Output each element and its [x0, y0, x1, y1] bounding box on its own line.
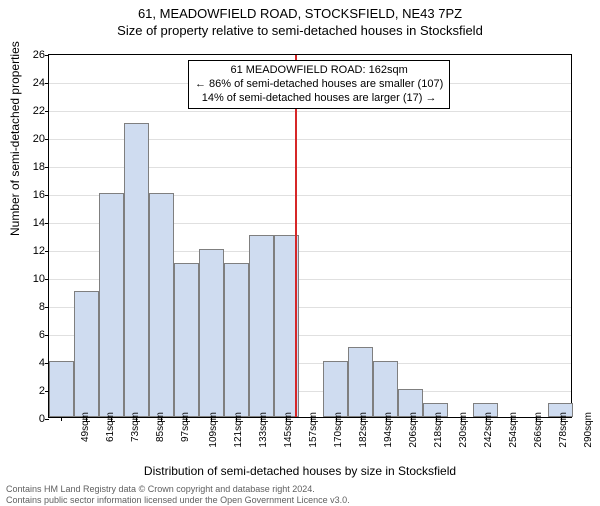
x-tick-mark [161, 417, 162, 421]
histogram-bar [74, 291, 99, 417]
y-tick-label: 20 [25, 133, 45, 145]
y-tick-mark [45, 167, 49, 168]
annotation-line2: ← 86% of semi-detached houses are smalle… [195, 78, 443, 92]
y-tick-label: 4 [25, 357, 45, 369]
x-tick-mark [561, 417, 562, 421]
annotation-box: 61 MEADOWFIELD ROAD: 162sqm ← 86% of sem… [188, 60, 450, 109]
x-tick-label: 206sqm [408, 412, 419, 448]
chart-title-line2: Size of property relative to semi-detach… [0, 23, 600, 38]
y-tick-mark [45, 55, 49, 56]
x-tick-label: 266sqm [532, 412, 543, 448]
x-tick-mark [86, 417, 87, 421]
x-tick-mark [136, 417, 137, 421]
x-tick-label: 218sqm [433, 412, 444, 448]
x-tick-mark [311, 417, 312, 421]
y-axis-label: Number of semi-detached properties [8, 41, 22, 236]
annotation-line1: 61 MEADOWFIELD ROAD: 162sqm [195, 64, 443, 78]
x-tick-label: 290sqm [582, 412, 593, 448]
gridline-h [49, 111, 571, 112]
x-tick-label: 242sqm [482, 412, 493, 448]
x-axis-label: Distribution of semi-detached houses by … [0, 464, 600, 478]
y-tick-mark [45, 139, 49, 140]
x-tick-mark [361, 417, 362, 421]
x-tick-mark [411, 417, 412, 421]
x-tick-mark [236, 417, 237, 421]
y-tick-mark [45, 111, 49, 112]
reference-line [295, 55, 297, 417]
histogram-bar [323, 361, 348, 417]
histogram-bar [124, 123, 149, 417]
x-tick-mark [186, 417, 187, 421]
x-tick-label: 254sqm [507, 412, 518, 448]
y-tick-mark [45, 307, 49, 308]
histogram-bar [99, 193, 124, 417]
y-tick-label: 18 [25, 161, 45, 173]
y-tick-label: 14 [25, 217, 45, 229]
histogram-bar [199, 249, 224, 417]
x-tick-mark [61, 417, 62, 421]
x-tick-mark [286, 417, 287, 421]
x-tick-mark [386, 417, 387, 421]
x-tick-mark [436, 417, 437, 421]
chart-area: 0246810121416182022242649sqm61sqm73sqm85… [48, 54, 572, 418]
y-tick-mark [45, 335, 49, 336]
x-tick-mark [336, 417, 337, 421]
y-tick-mark [45, 223, 49, 224]
footer-line2: Contains public sector information licen… [6, 495, 350, 505]
x-tick-label: 121sqm [233, 412, 244, 448]
histogram-bar [49, 361, 74, 417]
x-tick-mark [111, 417, 112, 421]
x-tick-label: 109sqm [208, 412, 219, 448]
y-tick-label: 16 [25, 189, 45, 201]
histogram-bar [174, 263, 199, 417]
y-tick-label: 8 [25, 301, 45, 313]
y-tick-label: 10 [25, 273, 45, 285]
y-tick-mark [45, 83, 49, 84]
x-tick-label: 170sqm [333, 412, 344, 448]
x-tick-label: 278sqm [557, 412, 568, 448]
y-tick-label: 24 [25, 77, 45, 89]
x-tick-mark [536, 417, 537, 421]
x-tick-label: 182sqm [358, 412, 369, 448]
y-tick-label: 0 [25, 413, 45, 425]
y-tick-mark [45, 251, 49, 252]
histogram-bar [249, 235, 274, 417]
y-tick-label: 12 [25, 245, 45, 257]
annotation-line3: 14% of semi-detached houses are larger (… [195, 92, 443, 106]
x-tick-label: 194sqm [383, 412, 394, 448]
x-tick-mark [511, 417, 512, 421]
x-tick-mark [211, 417, 212, 421]
x-tick-label: 230sqm [458, 412, 469, 448]
chart-title-line1: 61, MEADOWFIELD ROAD, STOCKSFIELD, NE43 … [0, 6, 600, 21]
histogram-bar [149, 193, 174, 417]
x-tick-label: 157sqm [308, 412, 319, 448]
x-tick-label: 133sqm [258, 412, 269, 448]
y-tick-label: 26 [25, 49, 45, 61]
y-tick-label: 2 [25, 385, 45, 397]
y-tick-label: 22 [25, 105, 45, 117]
x-tick-mark [461, 417, 462, 421]
y-tick-mark [45, 279, 49, 280]
y-tick-label: 6 [25, 329, 45, 341]
x-tick-mark [486, 417, 487, 421]
histogram-bar [224, 263, 249, 417]
histogram-bar [373, 361, 398, 417]
histogram-bar [348, 347, 373, 417]
y-tick-mark [45, 419, 49, 420]
x-tick-label: 145sqm [283, 412, 294, 448]
footer-line1: Contains HM Land Registry data © Crown c… [6, 484, 315, 494]
y-tick-mark [45, 195, 49, 196]
x-tick-mark [261, 417, 262, 421]
